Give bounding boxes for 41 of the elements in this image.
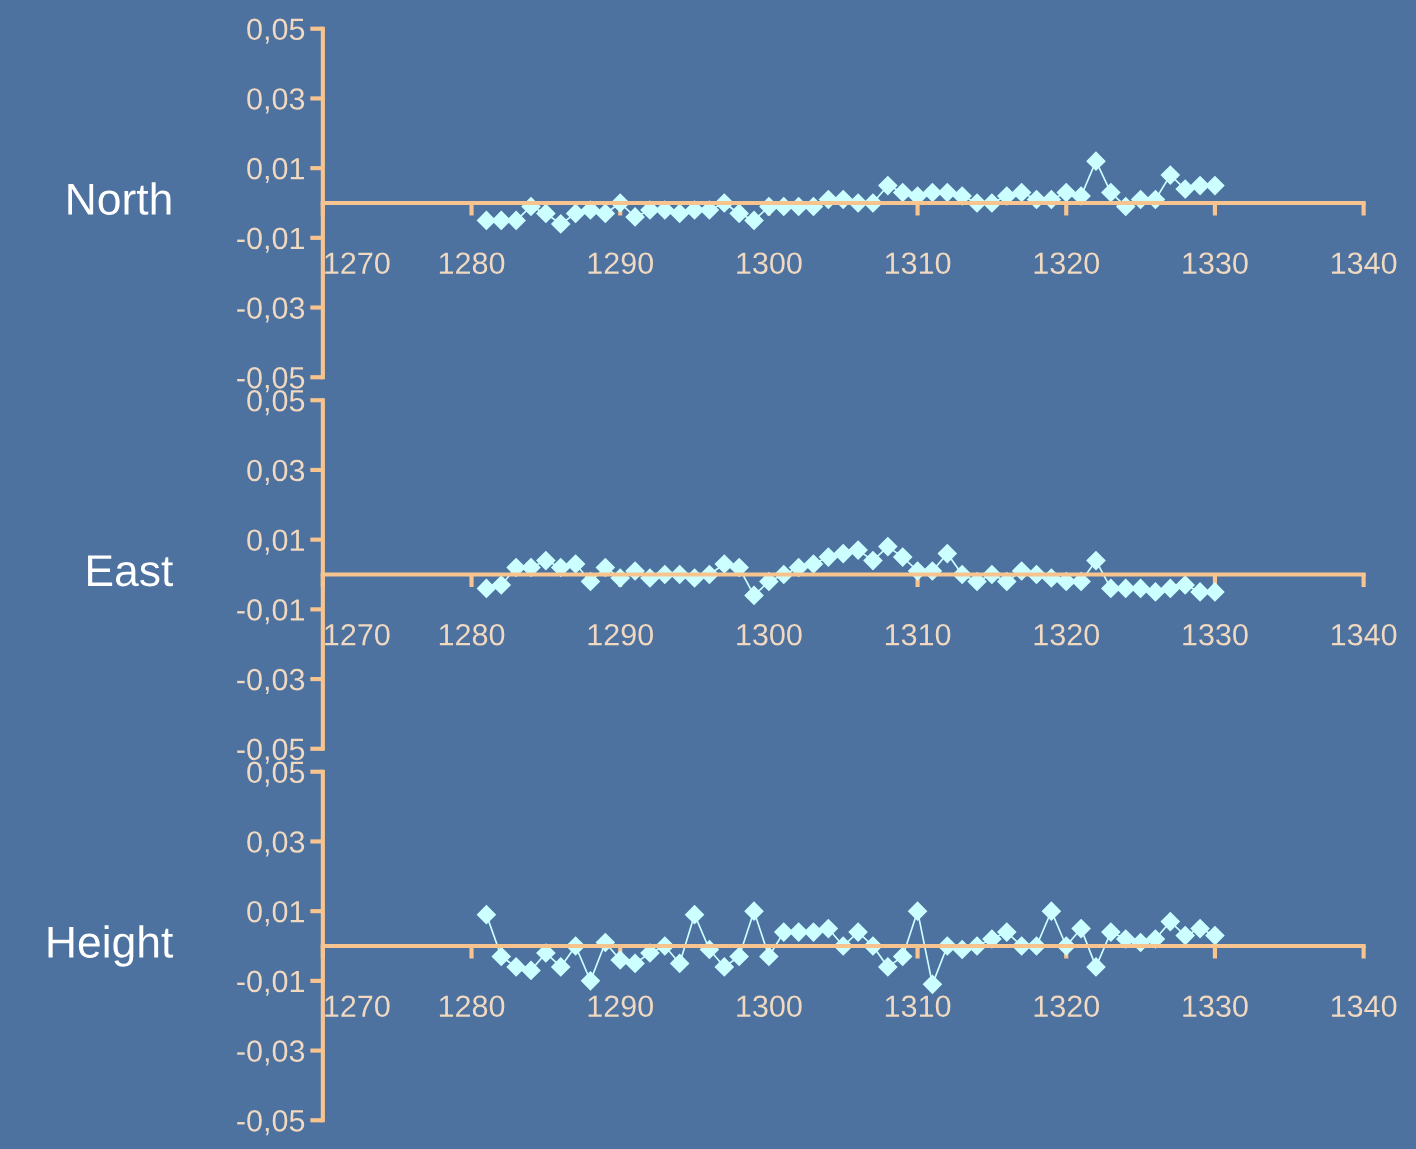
x-tick-label: 1270 bbox=[325, 623, 390, 646]
y-tick-label: -0,03 bbox=[237, 668, 305, 695]
x-tick-label: 1320 bbox=[1034, 995, 1100, 1018]
y-tick-label: 0,03 bbox=[247, 459, 305, 485]
y-tick-label: 0,01 bbox=[247, 529, 304, 555]
y-tick-label: 0,01 bbox=[247, 900, 304, 927]
x-tick-label: 1280 bbox=[439, 252, 505, 275]
x-tick-label: 1290 bbox=[588, 995, 653, 1018]
y-tick-label: 0,03 bbox=[247, 88, 305, 114]
y-tick-label: -0,03 bbox=[237, 1040, 305, 1066]
y-tick-label: -0,01 bbox=[237, 599, 304, 625]
y-axis-title: Height bbox=[48, 925, 174, 967]
x-tick-label: 1270 bbox=[325, 995, 390, 1018]
x-tick-label: 1280 bbox=[439, 995, 505, 1018]
x-tick-label: 1290 bbox=[588, 252, 653, 275]
x-tick-label: 1300 bbox=[737, 995, 802, 1018]
x-tick-label: 1310 bbox=[885, 623, 951, 646]
x-tick-label: 1300 bbox=[737, 252, 802, 275]
x-tick-label: 1330 bbox=[1183, 995, 1248, 1018]
y-axis-title: North bbox=[68, 182, 171, 215]
y-tick-label: -0,05 bbox=[237, 1110, 305, 1136]
x-tick-label: 1310 bbox=[885, 252, 951, 275]
x-tick-label: 1270 bbox=[325, 252, 390, 275]
y-axis-title: East bbox=[88, 555, 174, 587]
x-tick-label: 1290 bbox=[588, 623, 653, 646]
x-tick-label: 1300 bbox=[737, 623, 802, 646]
x-tick-label: 1310 bbox=[885, 995, 951, 1018]
x-tick-label: 1280 bbox=[439, 623, 505, 646]
y-tick-label: -0,01 bbox=[237, 227, 304, 253]
x-tick-label: 1320 bbox=[1034, 623, 1100, 646]
y-tick-label: -0,01 bbox=[237, 970, 304, 996]
y-tick-label: 0,01 bbox=[247, 157, 304, 184]
x-tick-label: 1320 bbox=[1034, 252, 1100, 275]
x-tick-label: 1330 bbox=[1183, 623, 1248, 646]
y-tick-label: -0,03 bbox=[237, 297, 305, 323]
x-tick-label: 1340 bbox=[1331, 995, 1397, 1018]
y-tick-label: 0,05 bbox=[247, 18, 305, 44]
x-tick-label: 1340 bbox=[1331, 623, 1397, 646]
x-tick-label: 1340 bbox=[1331, 252, 1397, 275]
x-tick-label: 1330 bbox=[1183, 252, 1248, 275]
y-tick-label: 0,03 bbox=[247, 831, 305, 857]
